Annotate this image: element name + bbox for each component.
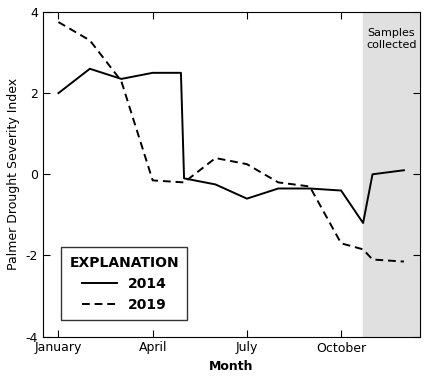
Legend: 2014, 2019: 2014, 2019: [61, 247, 187, 320]
X-axis label: Month: Month: [208, 360, 253, 373]
Y-axis label: Palmer Drought Severity Index: Palmer Drought Severity Index: [7, 78, 20, 270]
Text: Samples
collected: Samples collected: [365, 28, 416, 50]
Bar: [362, 12, 419, 337]
